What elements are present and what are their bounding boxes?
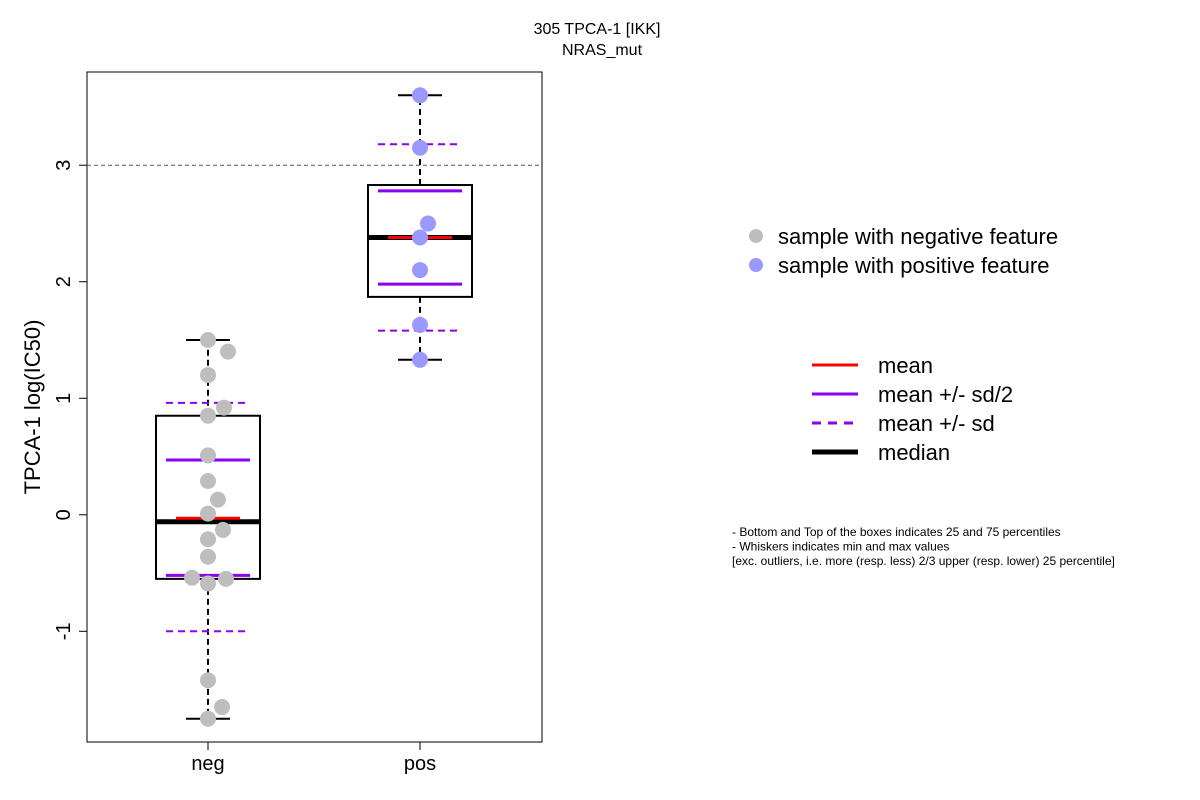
points-group — [184, 87, 436, 726]
chart-subtitle: NRAS_mut — [562, 42, 643, 59]
data-point — [214, 699, 230, 715]
data-point — [200, 332, 216, 348]
legend-point-label: sample with positive feature — [778, 253, 1049, 278]
data-point — [210, 492, 226, 508]
y-tick-label: -1 — [53, 622, 75, 640]
data-point — [412, 352, 428, 368]
data-point — [200, 672, 216, 688]
legend-point-marker — [749, 229, 763, 243]
note-line: - Bottom and Top of the boxes indicates … — [732, 525, 1061, 539]
y-tick-label: 3 — [53, 160, 75, 171]
legend-line-label: median — [878, 440, 950, 465]
data-point — [420, 215, 436, 231]
legend-point-label: sample with negative feature — [778, 224, 1058, 249]
data-point — [184, 570, 200, 586]
data-point — [412, 87, 428, 103]
legend-line-label: mean — [878, 353, 933, 378]
data-point — [216, 400, 232, 416]
legend-point-marker — [749, 258, 763, 272]
notes-block: - Bottom and Top of the boxes indicates … — [732, 525, 1115, 568]
y-tick-label: 0 — [53, 509, 75, 520]
data-point — [200, 473, 216, 489]
legend-points: sample with negative feature sample with … — [749, 224, 1058, 278]
note-line: [exc. outliers, i.e. more (resp. less) 2… — [732, 554, 1115, 568]
data-point — [200, 576, 216, 592]
data-point — [200, 408, 216, 424]
data-point — [412, 262, 428, 278]
data-point — [200, 549, 216, 565]
x-axis: neg pos — [191, 742, 436, 775]
data-point — [200, 367, 216, 383]
data-point — [412, 229, 428, 245]
data-point — [412, 140, 428, 156]
x-tick-label: neg — [191, 753, 224, 775]
y-axis-label: TPCA-1 log(IC50) — [20, 320, 45, 495]
plot-frame — [87, 72, 542, 742]
note-line: - Whiskers indicates min and max values — [732, 540, 949, 554]
y-tick-label: 2 — [53, 276, 75, 287]
y-tick-label: 1 — [53, 393, 75, 404]
chart-title: 305 TPCA-1 [IKK] — [534, 21, 661, 38]
data-point — [215, 522, 231, 538]
data-point — [220, 344, 236, 360]
data-point — [200, 506, 216, 522]
data-point — [412, 317, 428, 333]
legend-line-label: mean +/- sd — [878, 411, 995, 436]
legend-lines: mean mean +/- sd/2 mean +/- sd median — [812, 353, 1013, 465]
boxes-group — [156, 95, 472, 718]
y-axis: -1 0 1 2 3 — [53, 160, 87, 641]
data-point — [200, 531, 216, 547]
data-point — [218, 571, 234, 587]
x-tick-label: pos — [404, 753, 436, 775]
data-point — [200, 447, 216, 463]
data-point — [200, 711, 216, 727]
legend-line-label: mean +/- sd/2 — [878, 382, 1013, 407]
